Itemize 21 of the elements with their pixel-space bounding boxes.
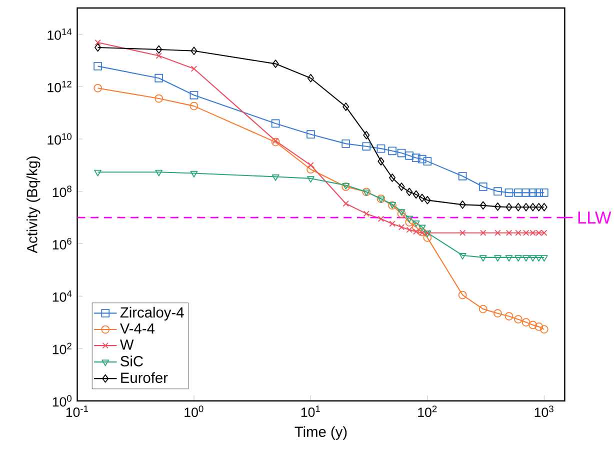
x-axis-title: Time (y)	[294, 426, 347, 440]
x-tick-label: 10$^{0}$	[184, 406, 204, 417]
x-tick-label: 10$^{-1}$	[66, 406, 88, 417]
y-tick-label: 10$^{0}$	[52, 395, 72, 407]
legend-label: V-4-4	[120, 323, 155, 334]
y-tick-label: 10$^{10}$	[48, 133, 72, 145]
x-tick-label: 10$^{2}$	[418, 406, 437, 417]
y-axis-title: Activity (Bq/kg)	[26, 156, 40, 254]
x-tick-label: 10$^{1}$	[301, 406, 320, 417]
ref-line-label: LLW	[578, 212, 612, 224]
y-tick-label: 10$^{6}$	[52, 238, 72, 250]
legend-label: SiC	[120, 356, 143, 366]
y-tick-label: 10$^{12}$	[48, 80, 72, 92]
y-tick-label: 10$^{4}$	[52, 290, 72, 302]
legend-label: Eurofer	[121, 372, 168, 383]
y-tick-label: 10$^{8}$	[52, 186, 72, 198]
y-tick-label: 10$^{14}$	[48, 28, 72, 40]
legend-label: Zircaloy-4	[120, 306, 184, 320]
legend-label: W	[120, 340, 134, 350]
x-tick-label: 10$^{3}$	[534, 406, 554, 417]
y-tick-label: 10$^{2}$	[52, 342, 72, 354]
